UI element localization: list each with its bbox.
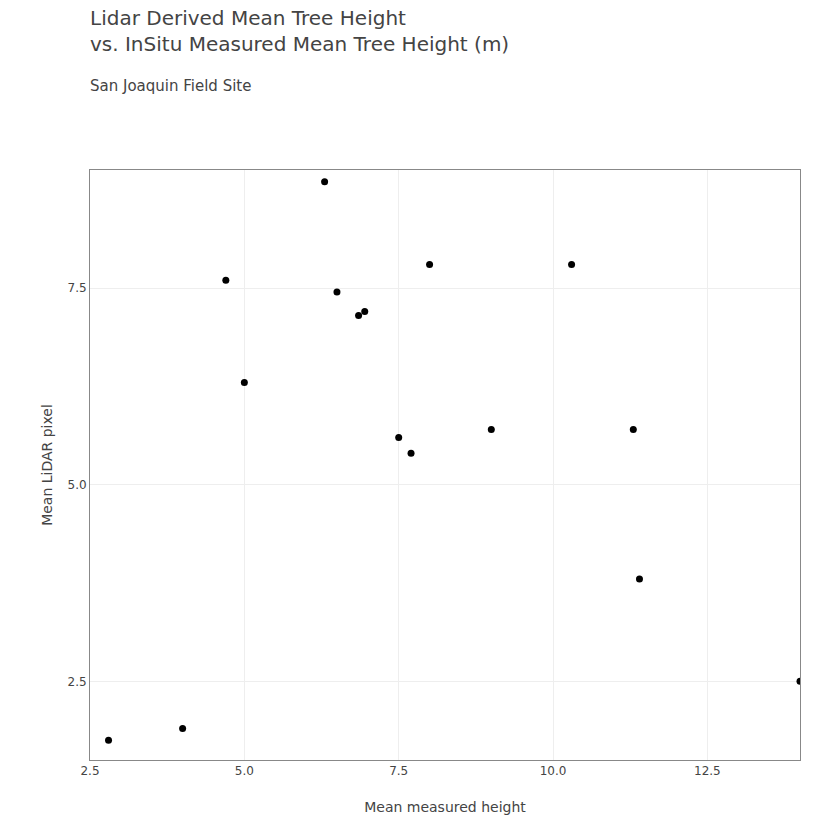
svg-text:2.5: 2.5 <box>80 764 99 778</box>
svg-text:10.0: 10.0 <box>540 764 567 778</box>
svg-text:Mean measured height: Mean measured height <box>364 799 526 815</box>
svg-text:2.5: 2.5 <box>68 675 87 689</box>
svg-text:San Joaquin Field Site: San Joaquin Field Site <box>90 77 251 95</box>
svg-text:5.0: 5.0 <box>68 478 87 492</box>
svg-text:7.5: 7.5 <box>68 281 87 295</box>
svg-text:5.0: 5.0 <box>235 764 254 778</box>
svg-text:7.5: 7.5 <box>389 764 408 778</box>
svg-text:Lidar Derived Mean Tree Height: Lidar Derived Mean Tree Heightvs. InSitu… <box>90 6 509 56</box>
svg-text:12.5: 12.5 <box>694 764 721 778</box>
svg-text:Mean LiDAR pixel: Mean LiDAR pixel <box>39 404 55 526</box>
